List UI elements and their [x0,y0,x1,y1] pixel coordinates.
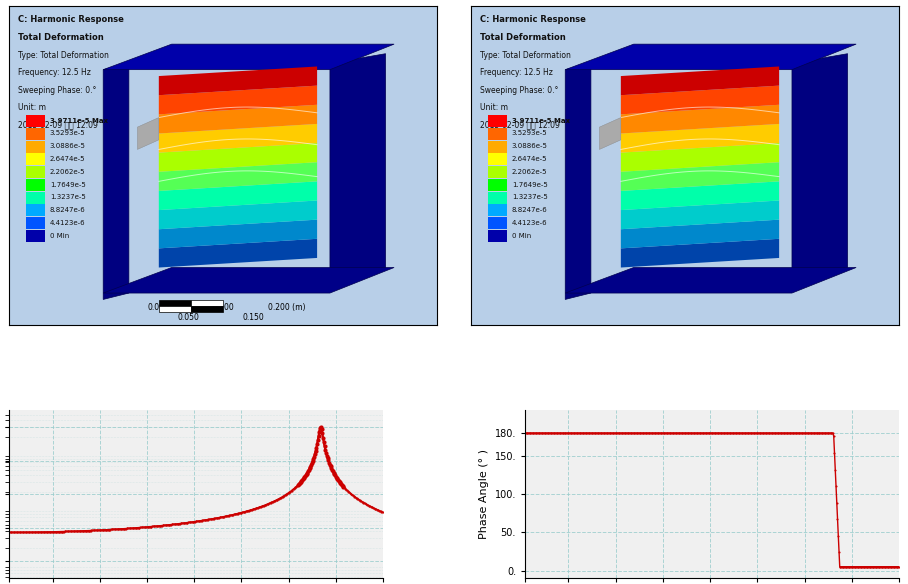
Text: C: Harmonic Response: C: Harmonic Response [17,15,123,25]
Text: 2015-02-09 오후 12:09: 2015-02-09 오후 12:09 [17,121,97,130]
Text: 0 Min: 0 Min [512,232,531,239]
Text: 0.150: 0.150 [242,313,264,322]
FancyBboxPatch shape [191,300,223,306]
Polygon shape [330,54,386,277]
Polygon shape [565,267,856,293]
FancyBboxPatch shape [26,141,45,152]
Polygon shape [159,200,317,230]
Polygon shape [159,124,317,152]
Polygon shape [621,67,779,95]
Polygon shape [621,86,779,114]
Text: 0 Min: 0 Min [50,232,69,239]
Polygon shape [159,86,317,114]
Text: Total Deformation: Total Deformation [479,33,566,42]
Text: 8.8247e-6: 8.8247e-6 [512,207,548,213]
Text: 0.200 (m): 0.200 (m) [269,303,306,312]
Text: Total Deformation: Total Deformation [17,33,104,42]
FancyBboxPatch shape [26,179,45,191]
Polygon shape [621,105,779,134]
FancyBboxPatch shape [26,166,45,178]
Polygon shape [159,239,317,267]
Text: Type: Total Deformation: Type: Total Deformation [17,51,109,60]
FancyBboxPatch shape [489,204,508,217]
Text: 0.100: 0.100 [212,303,234,312]
Text: 0.000: 0.000 [148,303,170,312]
Polygon shape [159,67,317,95]
Polygon shape [599,117,621,150]
Text: Sweeping Phase: 0.°: Sweeping Phase: 0.° [17,86,96,95]
Text: 2.6474e-5: 2.6474e-5 [50,156,85,162]
Polygon shape [621,220,779,248]
Polygon shape [104,63,129,300]
Polygon shape [621,182,779,210]
FancyBboxPatch shape [26,192,45,204]
Polygon shape [621,143,779,172]
Text: Sweeping Phase: 0.°: Sweeping Phase: 0.° [479,86,558,95]
Polygon shape [792,54,847,277]
Text: C: Harmonic Response: C: Harmonic Response [479,15,586,25]
Polygon shape [104,44,394,69]
Text: Type: Total Deformation: Type: Total Deformation [479,51,570,60]
Text: 3.5293e-5: 3.5293e-5 [512,130,548,137]
Text: 8.8247e-6: 8.8247e-6 [50,207,85,213]
Text: 3.9711e-5 Max: 3.9711e-5 Max [50,118,108,124]
Polygon shape [159,182,317,210]
Polygon shape [104,267,394,293]
Polygon shape [621,239,779,267]
FancyBboxPatch shape [159,306,191,311]
Text: 2015-02-09 오후 12:09: 2015-02-09 오후 12:09 [479,121,559,130]
FancyBboxPatch shape [489,230,508,242]
Polygon shape [137,117,159,150]
FancyBboxPatch shape [26,115,45,127]
FancyBboxPatch shape [489,217,508,230]
Text: 3.9711e-5 Max: 3.9711e-5 Max [512,118,569,124]
FancyBboxPatch shape [489,153,508,165]
FancyBboxPatch shape [489,166,508,178]
Polygon shape [159,162,317,191]
Polygon shape [621,200,779,230]
Text: Frequency: 12.5 Hz: Frequency: 12.5 Hz [17,68,91,77]
FancyBboxPatch shape [489,179,508,191]
Text: Frequency: 12.5 Hz: Frequency: 12.5 Hz [479,68,553,77]
FancyBboxPatch shape [489,192,508,204]
Polygon shape [159,220,317,248]
Text: 1.3237e-5: 1.3237e-5 [50,194,85,200]
FancyBboxPatch shape [191,306,223,311]
Y-axis label: Phase Angle (° ): Phase Angle (° ) [479,449,489,539]
Text: 4.4123e-6: 4.4123e-6 [50,220,85,226]
Polygon shape [565,44,856,69]
Text: 3.5293e-5: 3.5293e-5 [50,130,85,137]
Polygon shape [565,63,591,300]
FancyBboxPatch shape [489,141,508,152]
Polygon shape [621,124,779,152]
Polygon shape [159,105,317,134]
Polygon shape [621,162,779,191]
Polygon shape [159,143,317,172]
Text: 3.0886e-5: 3.0886e-5 [512,143,548,150]
FancyBboxPatch shape [26,153,45,165]
Text: 2.2062e-5: 2.2062e-5 [50,169,85,175]
FancyBboxPatch shape [26,128,45,140]
Text: 1.7649e-5: 1.7649e-5 [512,182,548,187]
Text: 1.7649e-5: 1.7649e-5 [50,182,85,187]
Text: 4.4123e-6: 4.4123e-6 [512,220,548,226]
Text: 3.0886e-5: 3.0886e-5 [50,143,85,150]
FancyBboxPatch shape [489,115,508,127]
Text: 0.050: 0.050 [178,313,200,322]
FancyBboxPatch shape [26,217,45,230]
FancyBboxPatch shape [26,230,45,242]
Text: Unit: m: Unit: m [479,103,508,112]
FancyBboxPatch shape [489,128,508,140]
Text: 2.2062e-5: 2.2062e-5 [512,169,548,175]
FancyBboxPatch shape [26,204,45,217]
FancyBboxPatch shape [159,300,191,306]
Text: 2.6474e-5: 2.6474e-5 [512,156,548,162]
Polygon shape [471,6,899,325]
Polygon shape [9,6,437,325]
Text: 1.3237e-5: 1.3237e-5 [512,194,548,200]
Text: Unit: m: Unit: m [17,103,45,112]
